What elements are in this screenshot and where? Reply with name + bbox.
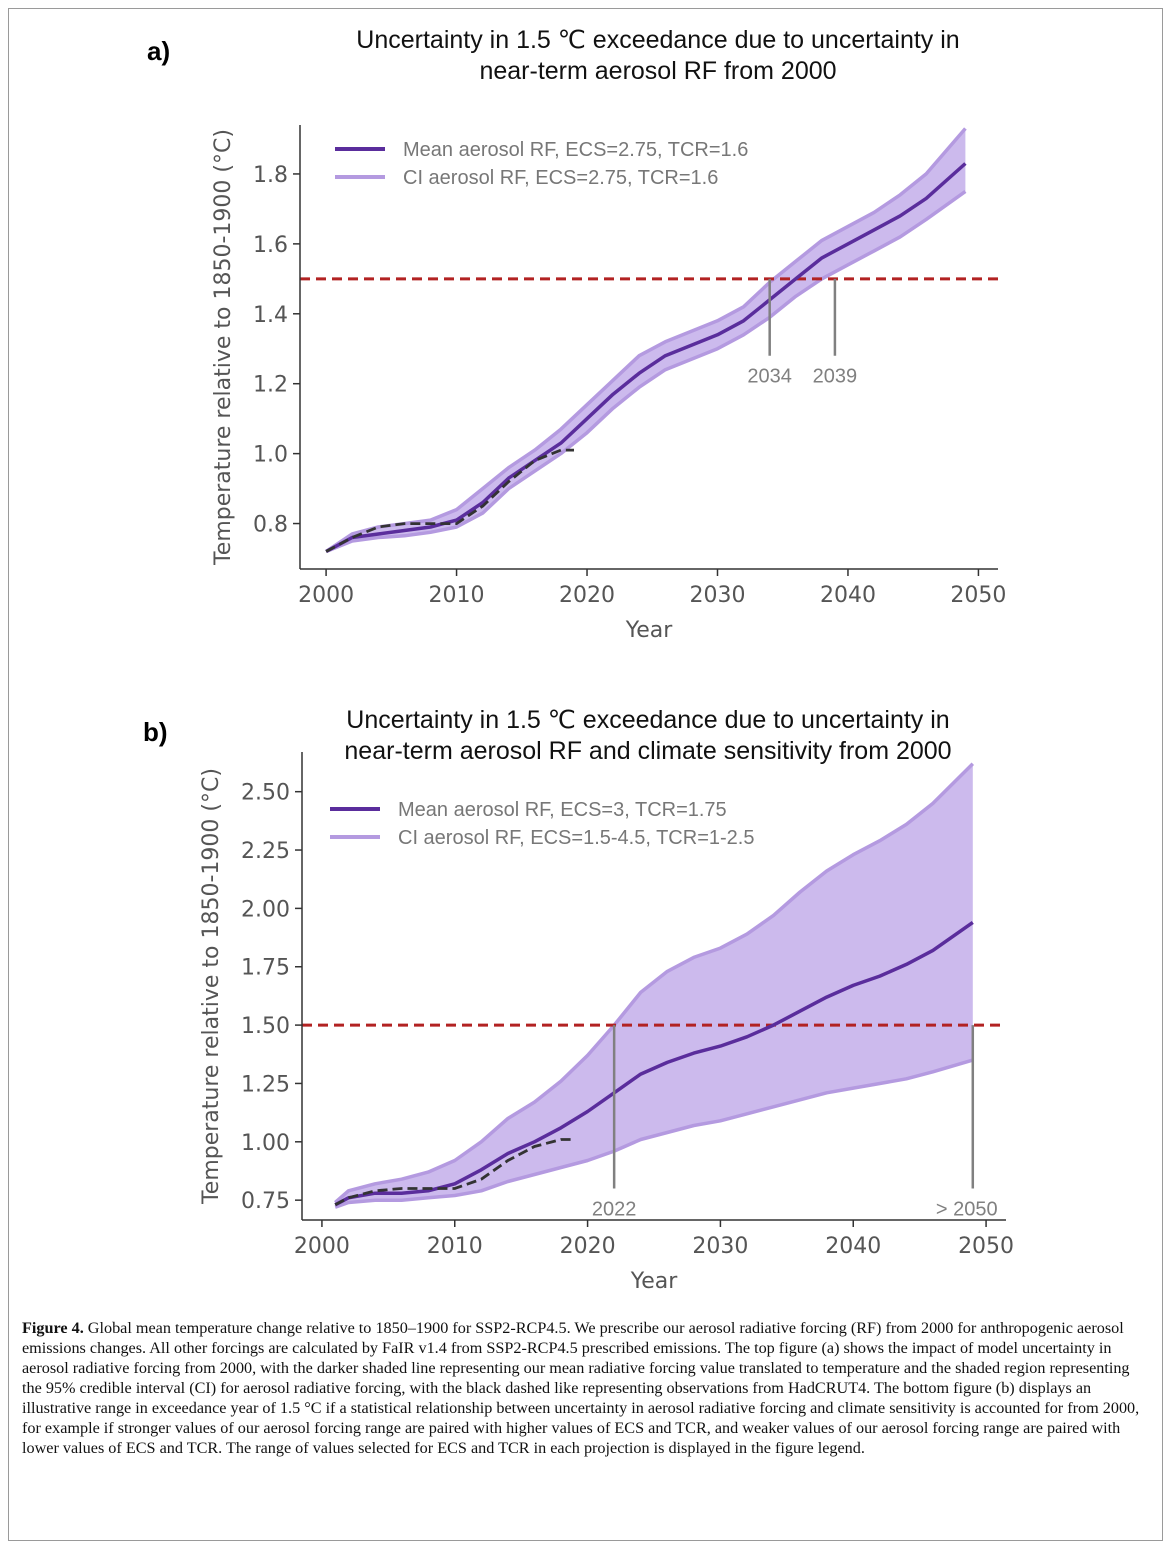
panel-a-title: Uncertainty in 1.5 ℃ exceedance due to u…: [278, 25, 1038, 87]
chart-b-legend-mean-label: Mean aerosol RF, ECS=3, TCR=1.75: [398, 799, 727, 821]
chart-a-observations-line: [325, 448, 574, 553]
chart-a-y-tick-label-0: 0.8: [253, 513, 288, 538]
chart-b-ci-lower-line: [334, 1058, 974, 1209]
panel-a-letter: a): [147, 36, 171, 66]
chart-b-ci-band: [335, 763, 973, 1208]
chart-a-annotation-label-0: 2034: [747, 366, 792, 388]
chart-a-x-tick-label-4: 2040: [820, 583, 876, 608]
panel-b-title-line-1: Uncertainty in 1.5 ℃ exceedance due to u…: [346, 706, 950, 734]
chart-b-x-axis-label: Year: [630, 1269, 679, 1294]
panel-b-letter: b): [143, 717, 168, 747]
chart-b-x-tick-label-3: 2030: [692, 1234, 748, 1259]
chart-b-annotation-label-1: > 2050: [936, 1198, 998, 1220]
chart-a-ci-lower-line: [325, 189, 967, 554]
chart-a-y-tick-label-5: 1.8: [253, 163, 288, 188]
chart-a-ci-band: [326, 128, 966, 552]
chart-b-x-tick-label-1: 2010: [427, 1234, 483, 1259]
chart-a-mean-line: [325, 162, 967, 554]
chart-b-x-tick-label-4: 2040: [825, 1234, 881, 1259]
chart-a-y-tick-label-2: 1.2: [253, 373, 288, 398]
chart-b-legend-ci-label: CI aerosol RF, ECS=1.5-4.5, TCR=1-2.5: [398, 827, 754, 849]
chart-a-x-axis-label: Year: [625, 618, 674, 643]
chart-b-y-tick-label-2: 1.25: [241, 1072, 290, 1097]
chart-b-y-tick-label-5: 2.00: [241, 897, 290, 922]
chart-b-y-tick-label-6: 2.25: [241, 839, 290, 864]
chart-a-y-tick-label-1: 1.0: [253, 443, 288, 468]
chart-a: 2034 2039 2000 2010 2020 2030 2040 2050 0.8 1.0 1.…: [211, 125, 1006, 643]
chart-b-y-tick-label-4: 1.75: [241, 956, 290, 981]
panel-b-title-line-2: near-term aerosol RF and climate sensiti…: [344, 737, 952, 765]
chart-b-x-tick-label-0: 2000: [294, 1234, 350, 1259]
chart-a-y-tick-label-4: 1.6: [253, 233, 288, 258]
figure-caption: Figure 4. Global mean temperature change…: [22, 1318, 1150, 1458]
chart-a-y-axis-label: Temperature relative to 1850-1900 (°C): [211, 129, 236, 566]
chart-a-x-tick-label-0: 2000: [298, 583, 354, 608]
caption-text: Global mean temperature change relative …: [22, 1319, 1140, 1457]
panel-b-title: Uncertainty in 1.5 ℃ exceedance due to u…: [268, 705, 1028, 767]
chart-b-x-tick-label-5: 2050: [958, 1234, 1014, 1259]
chart-b-ci-upper-line: [334, 762, 975, 1204]
panel-a-title-line-1: Uncertainty in 1.5 ℃ exceedance due to u…: [356, 26, 960, 54]
chart-b-y-tick-label-1: 1.00: [241, 1131, 290, 1156]
chart-a-ci-upper-line: [325, 127, 967, 553]
chart-b-mean-line: [334, 920, 974, 1207]
chart-a-x-tick-label-2: 2020: [559, 583, 615, 608]
figure-frame: [8, 8, 1163, 1541]
chart-a-x-tick-label-3: 2030: [689, 583, 745, 608]
caption-label: Figure 4.: [22, 1319, 84, 1337]
chart-b-y-tick-label-0: 0.75: [241, 1189, 290, 1214]
chart-a-y-tick-label-3: 1.4: [253, 303, 288, 328]
chart-a-legend-ci-label: CI aerosol RF, ECS=2.75, TCR=1.6: [403, 167, 718, 189]
chart-b-x-tick-label-2: 2020: [560, 1234, 616, 1259]
chart-a-x-tick-label-1: 2010: [429, 583, 485, 608]
chart-a-x-tick-label-5: 2050: [950, 583, 1006, 608]
chart-b-observations-line: [334, 1138, 575, 1207]
chart-b-y-tick-label-7: 2.50: [241, 781, 290, 806]
chart-b-y-tick-label-3: 1.50: [241, 1014, 290, 1039]
chart-b-annotation-label-0: 2022: [592, 1198, 637, 1220]
chart-a-legend-mean-label: Mean aerosol RF, ECS=2.75, TCR=1.6: [403, 139, 748, 161]
chart-b-y-axis-label: Temperature relative to 1850-1900 (°C): [199, 768, 224, 1205]
chart-b: 2022 > 2050 2000 2010 2020 2030 2040 2050 0.75 1.…: [199, 752, 1014, 1294]
panel-a-title-line-2: near-term aerosol RF from 2000: [479, 57, 837, 85]
chart-a-annotation-label-1: 2039: [813, 366, 858, 388]
